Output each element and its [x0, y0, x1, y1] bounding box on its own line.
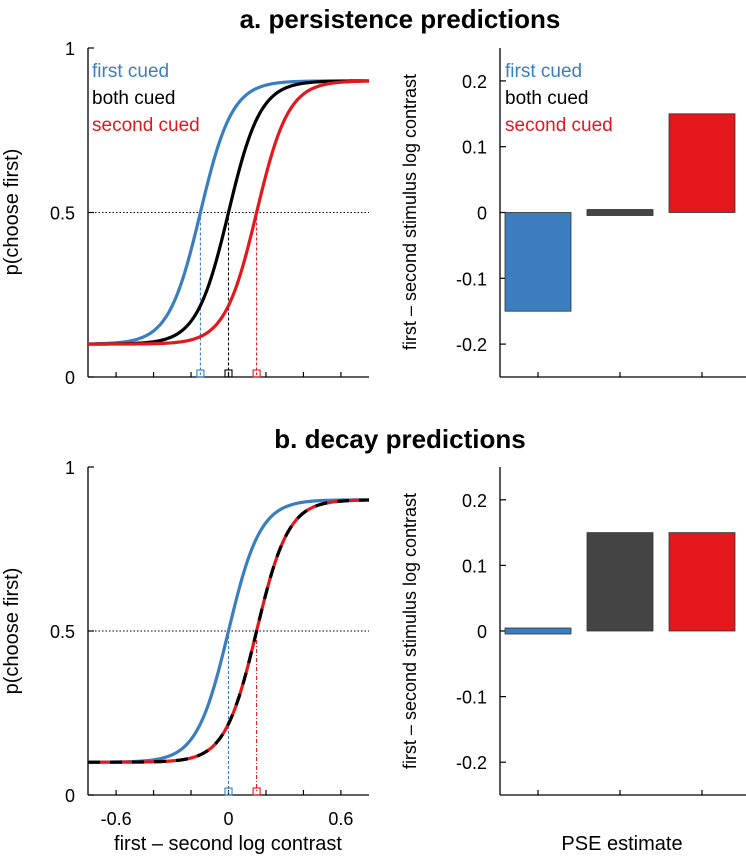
panel-b-curves-ytick-label: 0.5: [50, 622, 75, 642]
panel-a-curves-pse-marker-both-cued: [224, 369, 233, 378]
legend-a-second-cued: second cued: [92, 115, 200, 136]
panel-b-curves-plot: 00.51 -0.6 0 0.6 p(choose first) first – s…: [1, 458, 370, 855]
panel-a-curves-pse-markers: [196, 212, 261, 378]
panel-a-bars-ylabel: first – second stimulus log contrast: [400, 74, 420, 350]
panel-b-curves-pse-markers: [224, 631, 261, 796]
panel-a-curves-pse-marker-first-cued: [196, 369, 205, 378]
panel-b-bars-xticks: [537, 790, 703, 795]
panel-b-bars-ytick-label: 0.2: [462, 491, 487, 511]
panel-a-bars-ytick-label: -0.2: [456, 335, 487, 355]
panel-b-curves-xlabel: first – second log contrast: [114, 833, 342, 855]
panel-a-bars-yticks: -0.2 -0.1 0 0.1 0.2: [456, 72, 506, 355]
panel-a-bars-xticks: [537, 372, 703, 377]
panel-a-curves-yticks: 00.51: [50, 39, 94, 388]
legend-a2-both-cued: both cued: [505, 88, 588, 109]
panel-b-bars-series: [504, 532, 736, 635]
panel-a-curves-curve-second-cued: [88, 79, 370, 346]
panel-b-bars-bar-second-cued: [668, 532, 736, 632]
panel-b-bars-bar-first-cued: [504, 627, 572, 635]
panel-b-curves-xtick-label: 0: [223, 809, 233, 829]
panel-a-curves-plot: 00.51 p(choose first) first cued both cu…: [1, 39, 370, 388]
panel-b-curves-xtick-label: 0.6: [328, 809, 353, 829]
legend-a2-first-cued: first cued: [505, 61, 582, 82]
panel-a-bars-ytick-label: -0.1: [456, 269, 487, 289]
panel-b-curves-series: [88, 498, 370, 764]
panel-b-bars-ytick-label: -0.1: [456, 688, 487, 708]
panel-b-bars-ytick-label: 0.1: [462, 556, 487, 576]
panel-b-bars-ytick-label: 0: [477, 622, 487, 642]
panel-a-curves-ytick-label: 0: [65, 368, 75, 388]
panel-b-curves-pse-marker-first-cued: [224, 787, 233, 796]
panel-a-curves-pse-marker-second-cued: [252, 369, 261, 378]
panel-a-curves-ytick-label: 0.5: [50, 204, 75, 224]
panel-b-bars-ytick-label: -0.2: [456, 753, 487, 773]
legend-a-first-cued: first cued: [92, 61, 169, 82]
panel-a-curves-series: [87, 79, 370, 346]
panel-b-curves-xticks: -0.6 0 0.6: [101, 790, 353, 829]
panel-b-bars-bar-both-cued: [586, 532, 654, 632]
panel-b-curves-curve-both-cued: [88, 498, 370, 764]
legend-a2-second-cued: second cued: [505, 115, 613, 136]
panel-a-bars-ytick-label: 0.1: [462, 138, 487, 158]
panel-b-curves-ytick-label: 0: [65, 786, 75, 806]
panel-a-bars-ytick-label: 0: [477, 204, 487, 224]
panel-b-curves-yticks: 00.51: [50, 458, 94, 806]
panel-b-curves-xtick-label: -0.6: [101, 809, 132, 829]
panel-a-bars-plot: -0.2 -0.1 0 0.1 0.2 first – second stimulus …: [400, 48, 746, 378]
panel-b-curves-pse-marker-second-cued: [252, 787, 261, 796]
panel-a-bars-ytick-label: 0.2: [462, 72, 487, 92]
panel-b-bars-ylabel: first – second stimulus log contrast: [400, 493, 420, 769]
panel-a-curves-ytick-label: 1: [65, 39, 75, 59]
panel-b-curves-ylabel: p(choose first): [1, 568, 23, 695]
panel-b-bars-xlabel: PSE estimate: [561, 833, 682, 855]
panel-a-title: a. persistence predictions: [240, 4, 561, 34]
panel-b-bars-plot: -0.2 -0.1 0 0.1 0.2 first – second stimulus …: [400, 467, 746, 855]
panel-a-curves-ylabel: p(choose first): [1, 149, 23, 276]
panel-b-curves-ytick-label: 1: [65, 458, 75, 478]
panel-a-bars-series: [504, 113, 736, 312]
panel-a-bars-bar-second-cued: [668, 113, 736, 213]
panel-a-bars-bar-both-cued: [586, 209, 654, 216]
panel-b-title: b. decay predictions: [274, 424, 525, 454]
legend-a-both-cued: both cued: [92, 88, 175, 109]
panel-a-bars-bar-first-cued: [504, 212, 572, 312]
panel-b-bars-yticks: -0.2 -0.1 0 0.1 0.2: [456, 491, 506, 773]
